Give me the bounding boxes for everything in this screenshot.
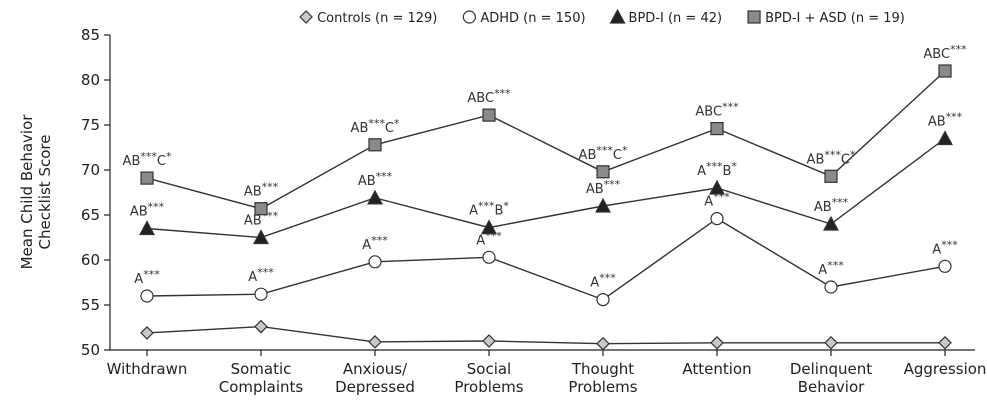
annotation: AB***: [130, 201, 165, 220]
x-tick-label: Somatic Complaints: [219, 360, 304, 396]
series-line: [146, 217, 946, 301]
annotation: AB***C*: [807, 148, 856, 167]
marker: [708, 179, 726, 195]
marker: [482, 334, 496, 348]
marker: [140, 326, 154, 340]
marker: [368, 335, 382, 349]
y-tick-label: 85: [81, 26, 100, 44]
annotation: ABC***: [695, 101, 739, 120]
marker: [254, 319, 268, 334]
marker: [140, 289, 154, 303]
marker: [938, 259, 952, 273]
marker: [462, 10, 476, 24]
marker: [252, 229, 270, 245]
y-tick-label: 75: [81, 116, 100, 134]
x-tick-label: Delinquent Behavior: [790, 360, 872, 396]
marker: [482, 108, 496, 122]
x-tick-label: Attention: [682, 360, 751, 378]
annotation: A***: [134, 268, 160, 287]
y-tick-label: 65: [81, 206, 100, 224]
y-tick-label: 70: [81, 161, 100, 179]
marker: [936, 130, 954, 146]
annotation: ABC***: [467, 87, 511, 106]
annotation: AB***C*: [351, 117, 400, 136]
annotation: A***: [932, 238, 958, 257]
marker: [366, 189, 384, 205]
marker: [254, 287, 268, 301]
annotation: A***: [362, 234, 388, 253]
series-line: [146, 137, 946, 239]
marker: [710, 335, 724, 350]
marker: [822, 215, 840, 231]
annotation: A***: [818, 259, 844, 278]
marker: [938, 64, 952, 78]
marker: [482, 250, 496, 264]
marker: [138, 220, 156, 236]
y-tick-label: 55: [81, 296, 100, 314]
legend-label: Controls (n = 129): [317, 11, 437, 26]
x-tick-label: Thought Problems: [568, 360, 637, 396]
marker: [596, 165, 610, 179]
x-tick-label: Social Problems: [454, 360, 523, 396]
annotation: ABC***: [923, 43, 967, 62]
marker: [596, 336, 610, 351]
marker: [824, 169, 838, 183]
legend-label: BPD-I + ASD (n = 19): [765, 11, 905, 26]
marker: [747, 10, 761, 24]
marker: [594, 197, 612, 213]
marker: [299, 10, 313, 24]
y-tick-label: 80: [81, 71, 100, 89]
marker: [710, 121, 724, 136]
marker: [368, 138, 382, 152]
y-tick-label: 60: [81, 251, 100, 269]
marker: [254, 202, 268, 216]
marker: [368, 255, 382, 269]
marker: [140, 171, 154, 185]
legend-label: ADHD (n = 150): [480, 11, 585, 26]
annotation: A***B*: [469, 200, 509, 219]
marker: [609, 8, 626, 24]
series-line: [146, 70, 946, 210]
legend: Controls (n = 129) ADHD (n = 150) BPD-I (n…: [299, 8, 905, 26]
annotation: AB***: [358, 170, 393, 189]
marker: [480, 219, 498, 235]
y-tick-label: 50: [81, 341, 100, 359]
annotation: AB***: [928, 111, 963, 130]
marker: [710, 212, 724, 226]
annotation: A***: [590, 272, 616, 291]
x-tick-label: Aggression: [904, 360, 987, 378]
annotation: A***: [248, 266, 274, 285]
x-tick-label: Anxious/Depressed: [335, 360, 415, 396]
marker: [938, 335, 952, 350]
y-axis-label: Mean Child BehaviorChecklist Score: [18, 114, 54, 270]
annotation: AB***C*: [579, 144, 628, 163]
legend-label: BPD-I (n = 42): [629, 11, 723, 26]
marker: [824, 335, 838, 350]
marker: [824, 280, 838, 294]
marker: [596, 293, 610, 307]
annotation: AB***: [244, 181, 279, 200]
annotation: AB***: [586, 178, 621, 197]
x-tick-label: Withdrawn: [107, 360, 188, 378]
series-line: [146, 325, 945, 345]
annotation: A***B*: [697, 160, 737, 179]
annotation: AB***C*: [123, 150, 172, 169]
annotation: AB***: [814, 196, 849, 215]
